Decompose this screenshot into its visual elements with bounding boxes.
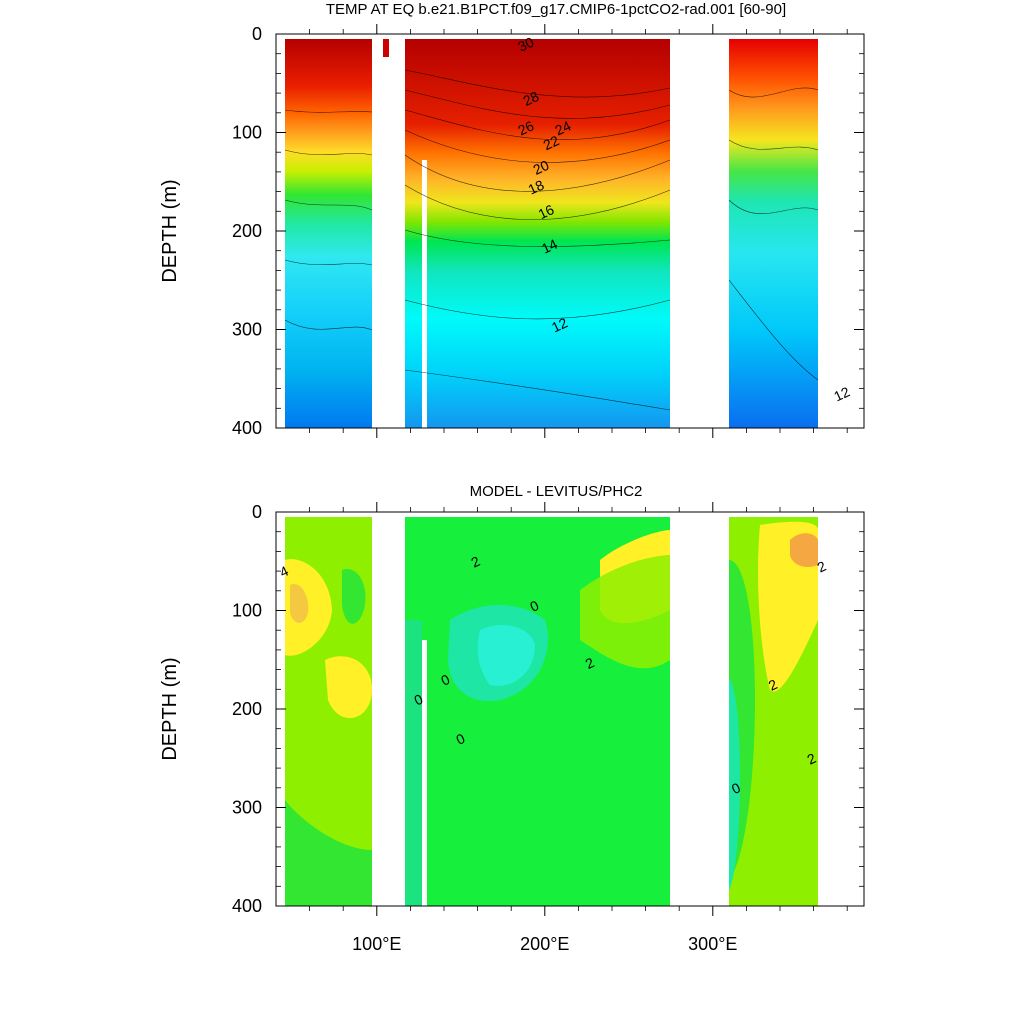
top-contour-label: 18 xyxy=(526,176,547,197)
top-contour-label: 16 xyxy=(536,201,557,222)
top-chart-title: TEMP AT EQ b.e21.B1PCT.f09_g17.CMIP6-1pc… xyxy=(326,1,786,18)
bottom-central-lime xyxy=(580,555,670,669)
bottom-west-warm-blob xyxy=(285,559,332,656)
top-contour-label: 20 xyxy=(531,157,552,178)
bottom-ytick-label: 100 xyxy=(232,601,262,621)
x-axis-tick-labels: 100°E 200°E 300°E xyxy=(352,934,737,954)
top-west-segment xyxy=(285,39,372,428)
top-contour-label: 12 xyxy=(831,383,852,404)
bottom-ytick-label: 300 xyxy=(232,798,262,818)
top-ytick-label: 0 xyxy=(252,24,262,44)
top-central-segment xyxy=(405,39,670,428)
bottom-contour-field xyxy=(285,517,818,906)
bottom-y-axis-label: DEPTH (m) xyxy=(159,657,181,760)
top-contour-label: 24 xyxy=(552,117,573,138)
bottom-chart-title: MODEL - LEVITUS/PHC2 xyxy=(470,483,643,500)
bottom-west-yellow-mid xyxy=(325,656,372,719)
top-ytick-label: 200 xyxy=(232,221,262,241)
bottom-gap-cool-edge xyxy=(405,620,422,906)
bottom-east-orange xyxy=(790,533,818,567)
bottom-ytick-label: 400 xyxy=(232,896,262,916)
bottom-gap-strip xyxy=(422,640,427,906)
top-contour-label: 14 xyxy=(539,236,560,257)
top-contour-label: 22 xyxy=(541,132,562,153)
top-isotherm-lines xyxy=(284,69,819,411)
top-gap-strip xyxy=(422,160,427,428)
bottom-tick-labels: 0 100 200 300 400 xyxy=(232,502,262,916)
top-ticks xyxy=(276,24,864,438)
xtick-label: 300°E xyxy=(688,934,737,954)
bottom-ticks xyxy=(276,502,864,916)
bottom-central-cool-core xyxy=(477,625,535,686)
top-contour-field xyxy=(284,39,819,428)
bottom-south-west-green xyxy=(285,800,372,906)
top-y-axis-label: DEPTH (m) xyxy=(159,179,181,282)
top-contour-label: 28 xyxy=(520,88,541,109)
bottom-west-warm-core xyxy=(290,584,309,623)
xtick-label: 200°E xyxy=(520,934,569,954)
top-contour-label: 30 xyxy=(515,34,536,55)
bottom-west-green-pocket xyxy=(342,569,366,624)
top-tick-labels: 0 100 200 300 400 xyxy=(232,24,262,438)
top-contour-label: 12 xyxy=(549,314,570,335)
xtick-label: 100°E xyxy=(352,934,401,954)
bottom-ytick-label: 0 xyxy=(252,502,262,522)
top-contour-label: 26 xyxy=(515,117,536,138)
top-ytick-label: 300 xyxy=(232,320,262,340)
bottom-ytick-label: 200 xyxy=(232,699,262,719)
top-ytick-label: 100 xyxy=(232,123,262,143)
top-east-segment xyxy=(729,39,818,428)
top-small-island-patch xyxy=(383,39,389,57)
top-ytick-label: 400 xyxy=(232,418,262,438)
bottom-east-cool-strip xyxy=(729,680,740,890)
